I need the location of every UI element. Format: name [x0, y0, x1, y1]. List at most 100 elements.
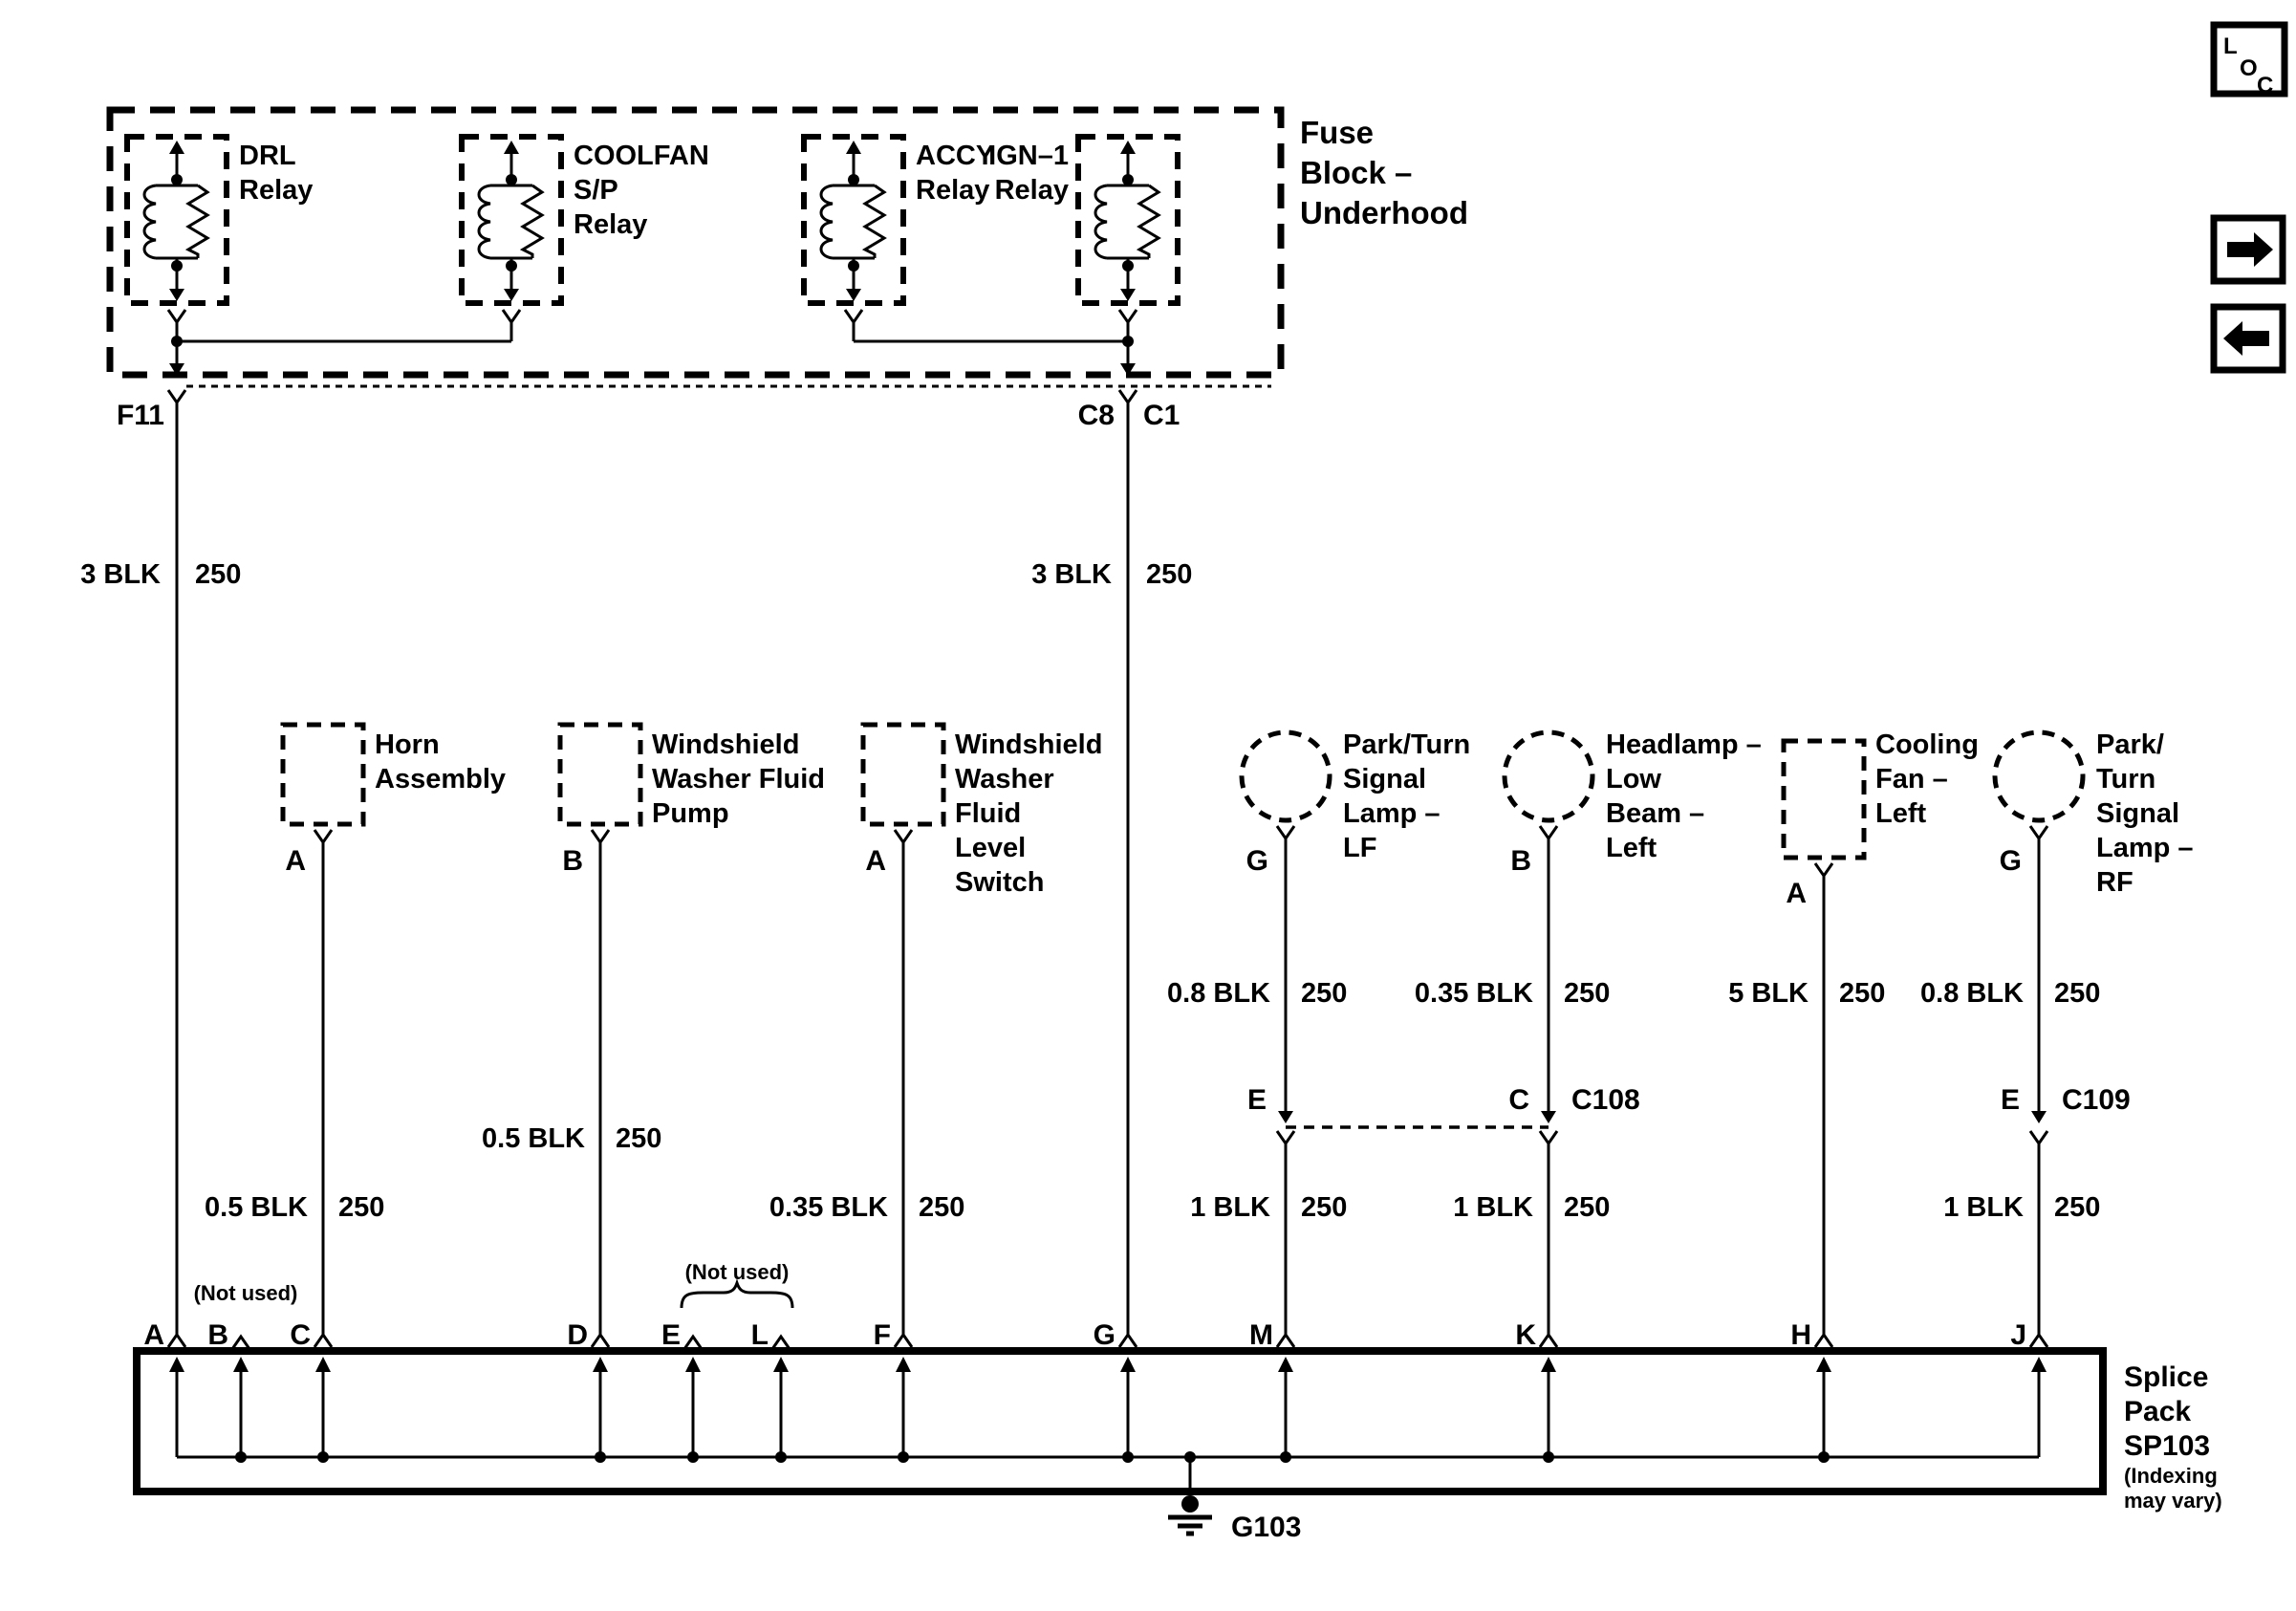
splice-pack-box	[133, 1347, 2107, 1495]
wire-circuit-label: 250	[1146, 559, 1192, 590]
connector-c109-name: C109	[2062, 1084, 2131, 1116]
wire-circuit-label: 250	[1564, 1192, 1610, 1223]
loc-letter-o: O	[2240, 55, 2258, 81]
park-turn-lf-label: Lamp –	[1343, 798, 1440, 829]
cooling-fan-box	[1781, 738, 1867, 860]
washer-level-pin-label: A	[865, 845, 886, 877]
wire-left-feed: 3 BLK 250	[80, 388, 241, 1349]
relay-ign1: IGN–1 Relay	[988, 137, 1178, 341]
cooling-fan-label: Cooling	[1875, 729, 1979, 760]
wire-gauge-label: 3 BLK	[1031, 559, 1112, 590]
relay-accy: ACCY Relay	[804, 137, 994, 341]
relay-coolfan-label: S/P	[574, 175, 618, 206]
park-turn-rf-pin-label: G	[2000, 845, 2022, 877]
relay-coolfan-label: Relay	[574, 209, 647, 240]
wire-circuit-label: 250	[338, 1192, 384, 1223]
wire-gauge-label: 0.35 BLK	[1415, 978, 1533, 1009]
washer-pump-label: Windshield	[652, 729, 799, 760]
wire-circuit-label: 250	[919, 1192, 964, 1223]
fuse-block-internal-wiring	[169, 336, 1136, 376]
wire-circuit-label: 250	[616, 1123, 661, 1154]
next-page-button[interactable]	[2210, 214, 2286, 285]
splice-pin-a: A	[143, 1319, 164, 1351]
ground-dot	[1181, 1495, 1199, 1513]
wire-gauge-label: 1 BLK	[1190, 1192, 1270, 1223]
relay-symbol	[804, 137, 903, 341]
horn-assembly-label: Horn	[375, 729, 440, 760]
relay-ign1-label: IGN–1	[988, 141, 1069, 171]
loc-letter-l: L	[2223, 33, 2238, 59]
component-cooling-fan-left: Cooling Fan – Left A 5 BLK 250	[1728, 729, 1979, 1349]
wire-gauge-label: 0.5 BLK	[205, 1192, 308, 1223]
wire-gauge-label: 3 BLK	[80, 559, 161, 590]
fuse-block-title: Underhood	[1300, 195, 1468, 230]
wire-circuit-label: 250	[1839, 978, 1885, 1009]
wire-gauge-label: 1 BLK	[1943, 1192, 2024, 1223]
component-washer-pump: Windshield Washer Fluid Pump B 0.5 BLK 2…	[482, 725, 825, 1349]
washer-level-label: Windshield	[955, 729, 1102, 760]
connector-pin-f11: F11	[117, 400, 164, 431]
washer-pump-pin-label: B	[562, 845, 583, 877]
fuse-block-title: Fuse	[1300, 115, 1374, 150]
splice-pack-label: Pack	[2124, 1396, 2191, 1427]
horn-assembly-box	[283, 725, 363, 842]
headlamp-low-left-label: Beam –	[1606, 798, 1704, 829]
splice-pack-bus	[177, 1451, 2039, 1463]
washer-pump-label: Pump	[652, 798, 729, 829]
loc-button[interactable]: L O C	[2210, 21, 2288, 98]
headlamp-pin-label: B	[1510, 845, 1531, 877]
cooling-fan-label: Fan –	[1875, 764, 1948, 795]
splice-pack-internal-pins	[167, 1355, 2048, 1459]
wire-circuit-label: 250	[1301, 978, 1347, 1009]
connector-c108-name: C108	[1571, 1084, 1640, 1116]
splice-pin-l: L	[751, 1319, 769, 1351]
splice-pin-j: J	[2010, 1319, 2026, 1351]
right-arrow-icon	[2227, 232, 2273, 267]
wire-circuit-label: 250	[195, 559, 241, 590]
splice-pin-f: F	[874, 1319, 891, 1351]
cooling-fan-label: Left	[1875, 798, 1927, 829]
park-turn-rf-label: RF	[2096, 867, 2134, 898]
loc-button-frame	[2210, 21, 2288, 98]
splice-pin-h: H	[1790, 1319, 1811, 1351]
component-park-turn-lamp-rf: Park/ Turn Signal Lamp – RF G 0.8 BLK 25…	[1920, 729, 2194, 1349]
splice-pin-k: K	[1515, 1319, 1536, 1351]
previous-page-frame	[2210, 303, 2286, 374]
not-used-label: (Not used)	[194, 1281, 298, 1305]
ground-g103-label: G103	[1231, 1512, 1301, 1543]
splice-pin-d: D	[567, 1319, 588, 1351]
park-turn-lf-lamp-symbol	[1242, 732, 1330, 838]
relay-ign1-label: Relay	[995, 175, 1069, 206]
splice-pin-g: G	[1094, 1319, 1116, 1351]
ground-g103: G103	[1168, 1457, 1301, 1543]
park-turn-lf-label: Park/Turn	[1343, 729, 1470, 760]
relay-coolfan: COOLFAN S/P Relay	[462, 137, 709, 341]
washer-level-label: Switch	[955, 867, 1044, 898]
park-turn-rf-lamp-symbol	[1995, 732, 2083, 838]
wire-gauge-label: 5 BLK	[1728, 978, 1809, 1009]
previous-page-button[interactable]	[2210, 303, 2286, 374]
splice-pin-c: C	[290, 1319, 311, 1351]
not-used-brace	[680, 1278, 794, 1309]
not-used-annotation-b: (Not used)	[194, 1281, 298, 1305]
park-turn-rf-label: Turn	[2096, 764, 2155, 795]
fuse-block-title: Block –	[1300, 155, 1412, 190]
relay-drl-label: Relay	[239, 175, 313, 206]
connector-pin-c1: C1	[1143, 400, 1180, 431]
nav-toolbar: L O C	[2210, 21, 2288, 374]
park-turn-lf-label: LF	[1343, 833, 1376, 863]
horn-pin-label: A	[285, 845, 306, 877]
headlamp-low-left-lamp-symbol	[1505, 732, 1592, 838]
park-turn-rf-label: Park/	[2096, 729, 2164, 760]
next-page-frame	[2210, 214, 2286, 285]
wire-circuit-label: 250	[2054, 1192, 2100, 1223]
wire-gauge-label: 0.8 BLK	[1167, 978, 1270, 1009]
wire-gauge-label: 0.35 BLK	[769, 1192, 888, 1223]
wire-gauge-label: 0.8 BLK	[1920, 978, 2024, 1009]
wire-gauge-label: 0.5 BLK	[482, 1123, 585, 1154]
component-washer-level-switch: Windshield Washer Fluid Level Switch A 0…	[769, 725, 1102, 1349]
component-headlamp-low-left: Headlamp – Low Beam – Left B 0.35 BLK 25…	[1415, 729, 1762, 1349]
splice-pack-note: (Indexing	[2124, 1464, 2218, 1488]
relay-drl: DRL Relay	[127, 137, 313, 341]
wire-circuit-label: 250	[1301, 1192, 1347, 1223]
